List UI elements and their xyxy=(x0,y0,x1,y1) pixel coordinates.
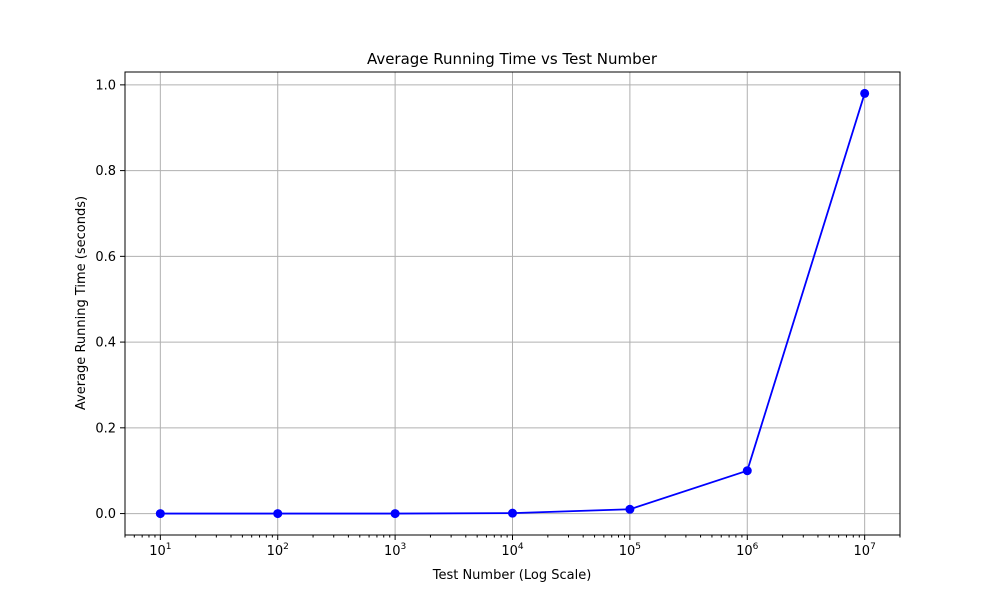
x-tick-label: 104 xyxy=(501,542,524,559)
x-tick-label: 107 xyxy=(854,542,876,559)
chart-title: Average Running Time vs Test Number xyxy=(367,50,658,68)
y-tick-label: 0.2 xyxy=(95,421,116,436)
y-tick-label: 0.4 xyxy=(95,336,116,351)
x-tick-label: 101 xyxy=(149,542,171,559)
x-tick-label: 103 xyxy=(384,542,406,559)
data-point xyxy=(390,509,400,519)
series-layer xyxy=(155,88,870,519)
y-axis: 0.0 0.2 0.4 0.6 0.8 1.0 xyxy=(95,78,125,522)
y-tick-label: 0.6 xyxy=(95,250,116,265)
data-point xyxy=(273,509,283,519)
x-axis: 101 102 103 104 105 106 107 xyxy=(124,535,901,559)
y-tick-label: 1.0 xyxy=(95,78,116,93)
x-tick-label: 105 xyxy=(619,542,641,559)
grid xyxy=(125,72,900,535)
data-point xyxy=(508,508,517,518)
y-axis-label: Average Running Time (seconds) xyxy=(74,196,89,410)
x-axis-label: Test Number (Log Scale) xyxy=(432,568,592,583)
data-point xyxy=(742,466,752,476)
data-point xyxy=(155,509,165,519)
y-tick-label: 0.0 xyxy=(95,507,116,522)
x-tick-label: 106 xyxy=(736,542,759,559)
x-tick-label: 102 xyxy=(267,542,289,559)
data-point xyxy=(860,88,870,98)
y-tick-label: 0.8 xyxy=(95,164,116,179)
data-point xyxy=(625,504,635,514)
